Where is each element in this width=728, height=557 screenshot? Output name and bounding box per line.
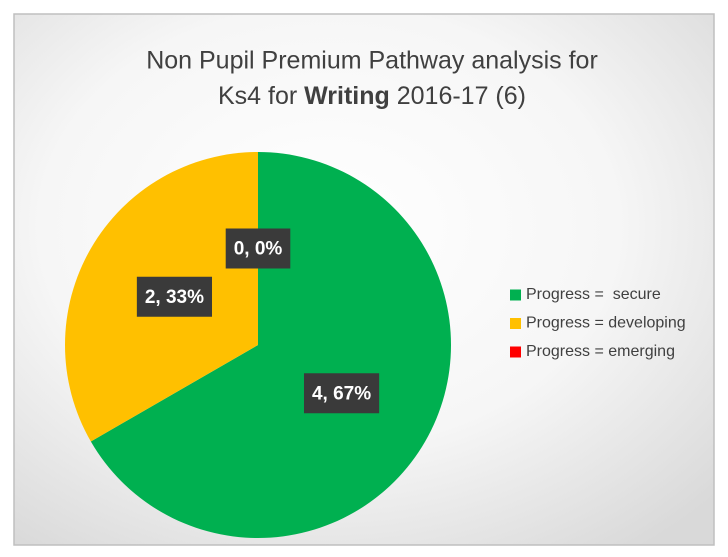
pie-slice: [90, 152, 451, 538]
data-label: 2, 33%: [145, 287, 204, 308]
legend-label: Progress = emerging: [526, 343, 675, 360]
legend-label: Progress = developing: [526, 315, 686, 332]
title-part: Writing: [304, 82, 390, 110]
chart-title: Non Pupil Premium Pathway analysis for: [146, 47, 598, 75]
legend-swatch: [510, 289, 521, 301]
title-part: Ks4 for: [218, 82, 304, 110]
data-label-box: [303, 373, 380, 414]
legend-swatch: [510, 346, 521, 358]
data-label-box: [225, 228, 291, 269]
legend-label: Progress = secure: [526, 286, 661, 303]
chart-title: Ks4 for Writing 2016-17 (6): [218, 82, 526, 110]
data-label: 0, 0%: [234, 239, 283, 260]
title-part: 2016-17 (6): [390, 82, 526, 110]
data-label: 4, 67%: [312, 383, 371, 404]
legend-swatch: [510, 318, 521, 329]
data-label-box: [136, 276, 213, 317]
